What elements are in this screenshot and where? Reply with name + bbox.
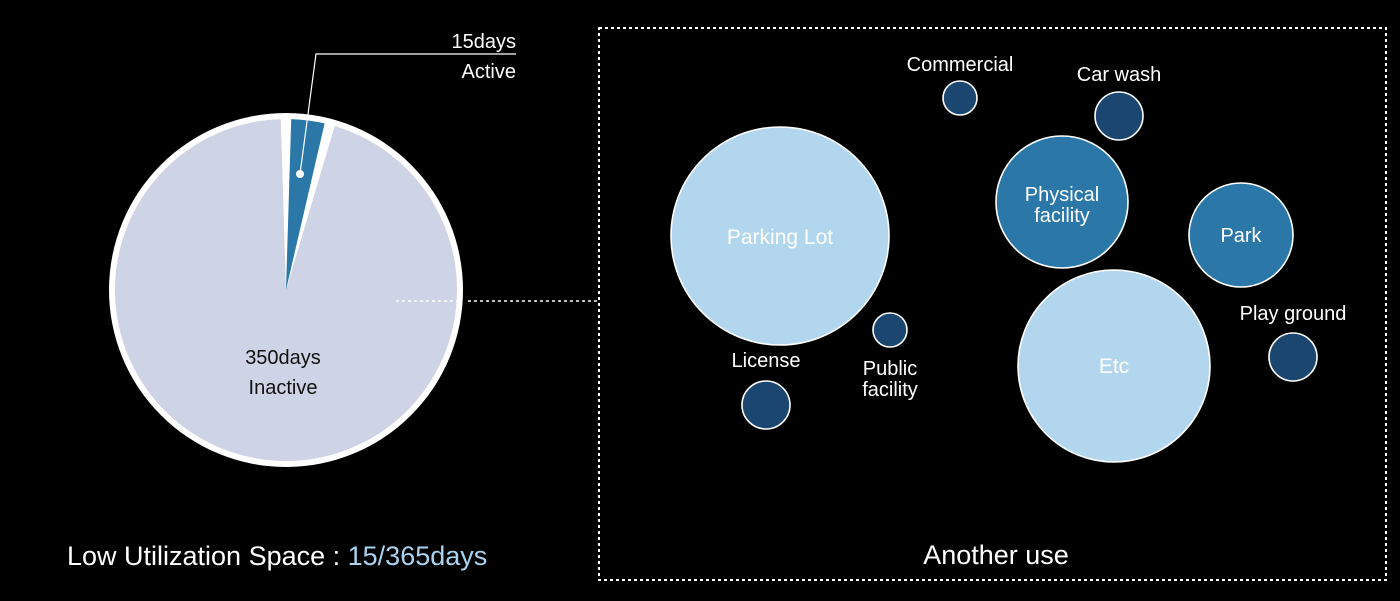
bubble-commercial (942, 80, 978, 116)
inactive-value-label: 350days (245, 347, 321, 369)
low-utilization-caption: Low Utilization Space : 15/365days (67, 541, 487, 571)
bubble-physical-facility (995, 135, 1129, 269)
caption-prefix: Low Utilization Space : (67, 541, 348, 571)
bubble-label-public-facility-line-1: Public (863, 358, 917, 380)
bubble-play-ground (1268, 332, 1318, 382)
bubble-label-physical-facility-line-1: Physical (1025, 184, 1099, 206)
caption-highlight: 15/365days (348, 541, 488, 571)
bubble-label-license: License (732, 350, 801, 372)
bubble-etc (1017, 269, 1211, 463)
bubble-park (1188, 182, 1294, 288)
bubble-label-public-facility-line-2: facility (862, 379, 918, 401)
bubble-label-parking-lot: Parking Lot (727, 226, 833, 249)
another-use-panel-frame (598, 27, 1387, 581)
active-value-label: 15days (452, 31, 517, 53)
another-use-title: Another use (923, 540, 1069, 570)
bubble-label-physical-facility-line-2: facility (1034, 205, 1090, 227)
pie-slice-inactive (114, 119, 457, 462)
bubble-car-wash (1094, 91, 1144, 141)
pie-slice-active (286, 119, 325, 290)
bubble-parking-lot (670, 126, 890, 346)
utilization-pie-chart: 15days Active 350days Inactive (109, 31, 516, 467)
bubble-license (741, 380, 791, 430)
bubble-label-commercial: Commercial (907, 54, 1014, 76)
bubble-label-etc: Etc (1099, 355, 1129, 378)
inactive-category-label: Inactive (249, 377, 318, 399)
bubble-label-car-wash: Car wash (1077, 64, 1161, 86)
bubble-label-park: Park (1220, 225, 1262, 247)
bubble-label-play-ground: Play ground (1240, 303, 1347, 325)
active-category-label: Active (462, 61, 516, 83)
bubble-public-facility (872, 312, 908, 348)
active-leader-dot (296, 170, 304, 178)
active-leader-line (299, 53, 516, 175)
